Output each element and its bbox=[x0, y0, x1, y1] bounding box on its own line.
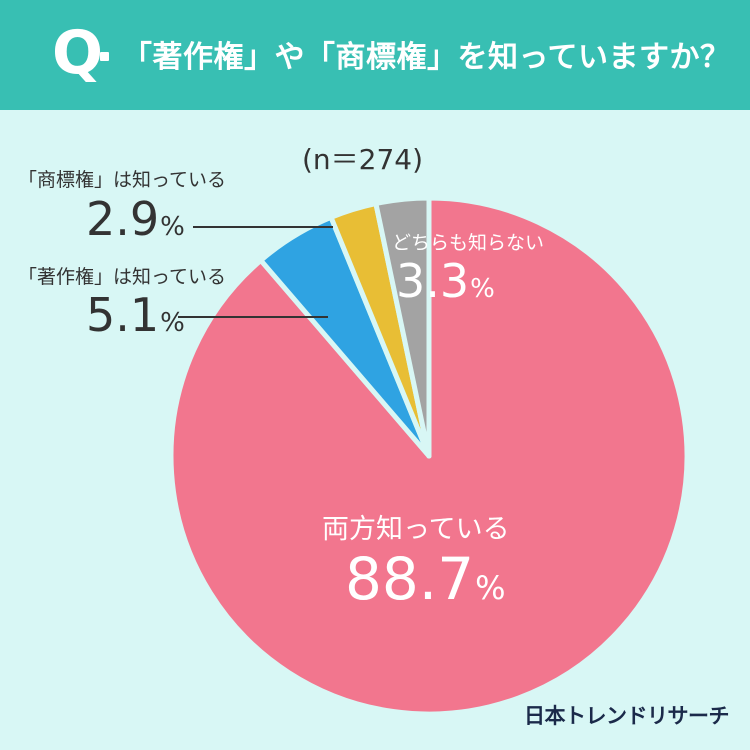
slice-label-trademark: 「商標権」は知っている bbox=[18, 169, 227, 191]
slice-value-neither: 3.3% bbox=[396, 254, 495, 308]
slice-value-both-number: 88.7 bbox=[345, 545, 475, 613]
question-title: 「著作権」や「商標権」を知っていますか？ bbox=[122, 40, 731, 75]
pie-slice-neither bbox=[373, 195, 432, 459]
slice-value-both: 88.7% bbox=[345, 545, 506, 613]
slice-label-copyright: 「著作権」は知っている bbox=[18, 266, 227, 288]
leader-line-trademark bbox=[193, 226, 333, 228]
percent-unit: % bbox=[470, 274, 495, 304]
header-bar: Q 「著作権」や「商標権」を知っていますか？ bbox=[0, 0, 750, 110]
q-dot bbox=[100, 52, 109, 61]
sample-size: (n＝274) bbox=[302, 143, 424, 176]
slice-label-neither: どちらも知らない bbox=[392, 232, 545, 254]
slice-label-both: 両方知っている bbox=[322, 514, 510, 545]
percent-unit: % bbox=[160, 308, 185, 338]
slice-value-trademark-number: 2.9 bbox=[86, 192, 160, 246]
leader-line-copyright bbox=[178, 316, 328, 318]
percent-unit: % bbox=[160, 212, 185, 242]
brand-logo-text: 日本トレンドリサーチ bbox=[524, 704, 730, 728]
slice-value-copyright-number: 5.1 bbox=[86, 288, 160, 342]
slice-value-trademark: 2.9% bbox=[86, 192, 185, 246]
slice-value-neither-number: 3.3 bbox=[396, 254, 470, 308]
q-mark: Q bbox=[52, 18, 104, 88]
percent-unit: % bbox=[475, 569, 506, 607]
slice-value-copyright: 5.1% bbox=[86, 288, 185, 342]
